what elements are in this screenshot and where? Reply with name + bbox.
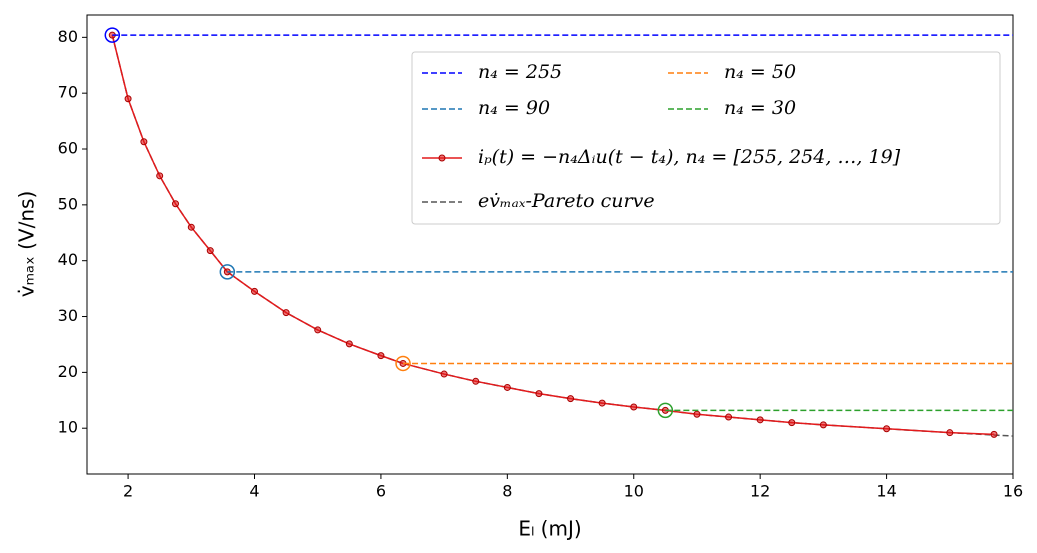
point xyxy=(535,390,543,398)
x-tick-label: 4 xyxy=(249,482,259,501)
start-point xyxy=(219,264,236,280)
point xyxy=(883,425,891,433)
y-tick-label: 30 xyxy=(58,306,78,325)
point xyxy=(693,410,701,418)
x-tick-label: 16 xyxy=(1003,482,1023,501)
x-tick-label: 10 xyxy=(624,482,644,501)
point xyxy=(171,200,179,208)
legend-label: iₚ(t) = −n₄Δᵢu(t − t₄), n₄ = [255, 254, … xyxy=(478,146,901,168)
point xyxy=(377,352,385,360)
x-axis-label: Eₗ (mJ) xyxy=(518,517,581,541)
x-tick-label: 14 xyxy=(876,482,896,501)
y-tick-label: 80 xyxy=(58,27,78,46)
y-tick-label: 40 xyxy=(58,250,78,269)
start-point xyxy=(657,402,674,419)
start-point xyxy=(395,355,411,372)
point xyxy=(990,430,998,438)
legend-label: ev̇ₘₐₓ-Pareto curve xyxy=(478,190,655,212)
start-point xyxy=(104,27,121,43)
legend-box xyxy=(411,51,1001,225)
y-tick-label: 70 xyxy=(58,83,78,102)
x-tick-label: 8 xyxy=(502,482,512,501)
point xyxy=(345,340,353,348)
point xyxy=(282,309,290,317)
y-tick-label: 60 xyxy=(58,139,78,158)
y-tick-label: 50 xyxy=(58,194,78,213)
point xyxy=(314,326,322,334)
point xyxy=(503,383,511,391)
y-tick-label: 20 xyxy=(58,362,78,381)
point xyxy=(206,247,214,255)
x-tick-label: 12 xyxy=(750,482,770,501)
point xyxy=(946,429,954,437)
point xyxy=(472,377,480,385)
legend-label: n₄ = 30 xyxy=(724,97,796,119)
point xyxy=(788,419,796,427)
point xyxy=(598,399,606,407)
y-tick-label: 10 xyxy=(58,418,78,437)
y-axis-label: v̇ₘₐₓ (V/ns) xyxy=(15,191,39,297)
point xyxy=(124,95,132,103)
legend-label: n₄ = 90 xyxy=(478,97,550,119)
point xyxy=(140,138,148,146)
legend-label: n₄ = 255 xyxy=(478,61,562,83)
legend-marker xyxy=(438,154,446,162)
x-tick-label: 2 xyxy=(123,482,133,501)
point xyxy=(567,395,575,403)
plot-area xyxy=(86,14,1014,475)
x-tick-label: 6 xyxy=(376,482,386,501)
point xyxy=(819,421,827,429)
point xyxy=(630,403,638,411)
point xyxy=(251,287,259,295)
point xyxy=(756,416,764,424)
point xyxy=(156,172,164,180)
point xyxy=(187,223,195,231)
series-line xyxy=(111,34,995,436)
point xyxy=(725,413,733,421)
legend-label: n₄ = 50 xyxy=(724,61,796,83)
point xyxy=(440,370,448,378)
